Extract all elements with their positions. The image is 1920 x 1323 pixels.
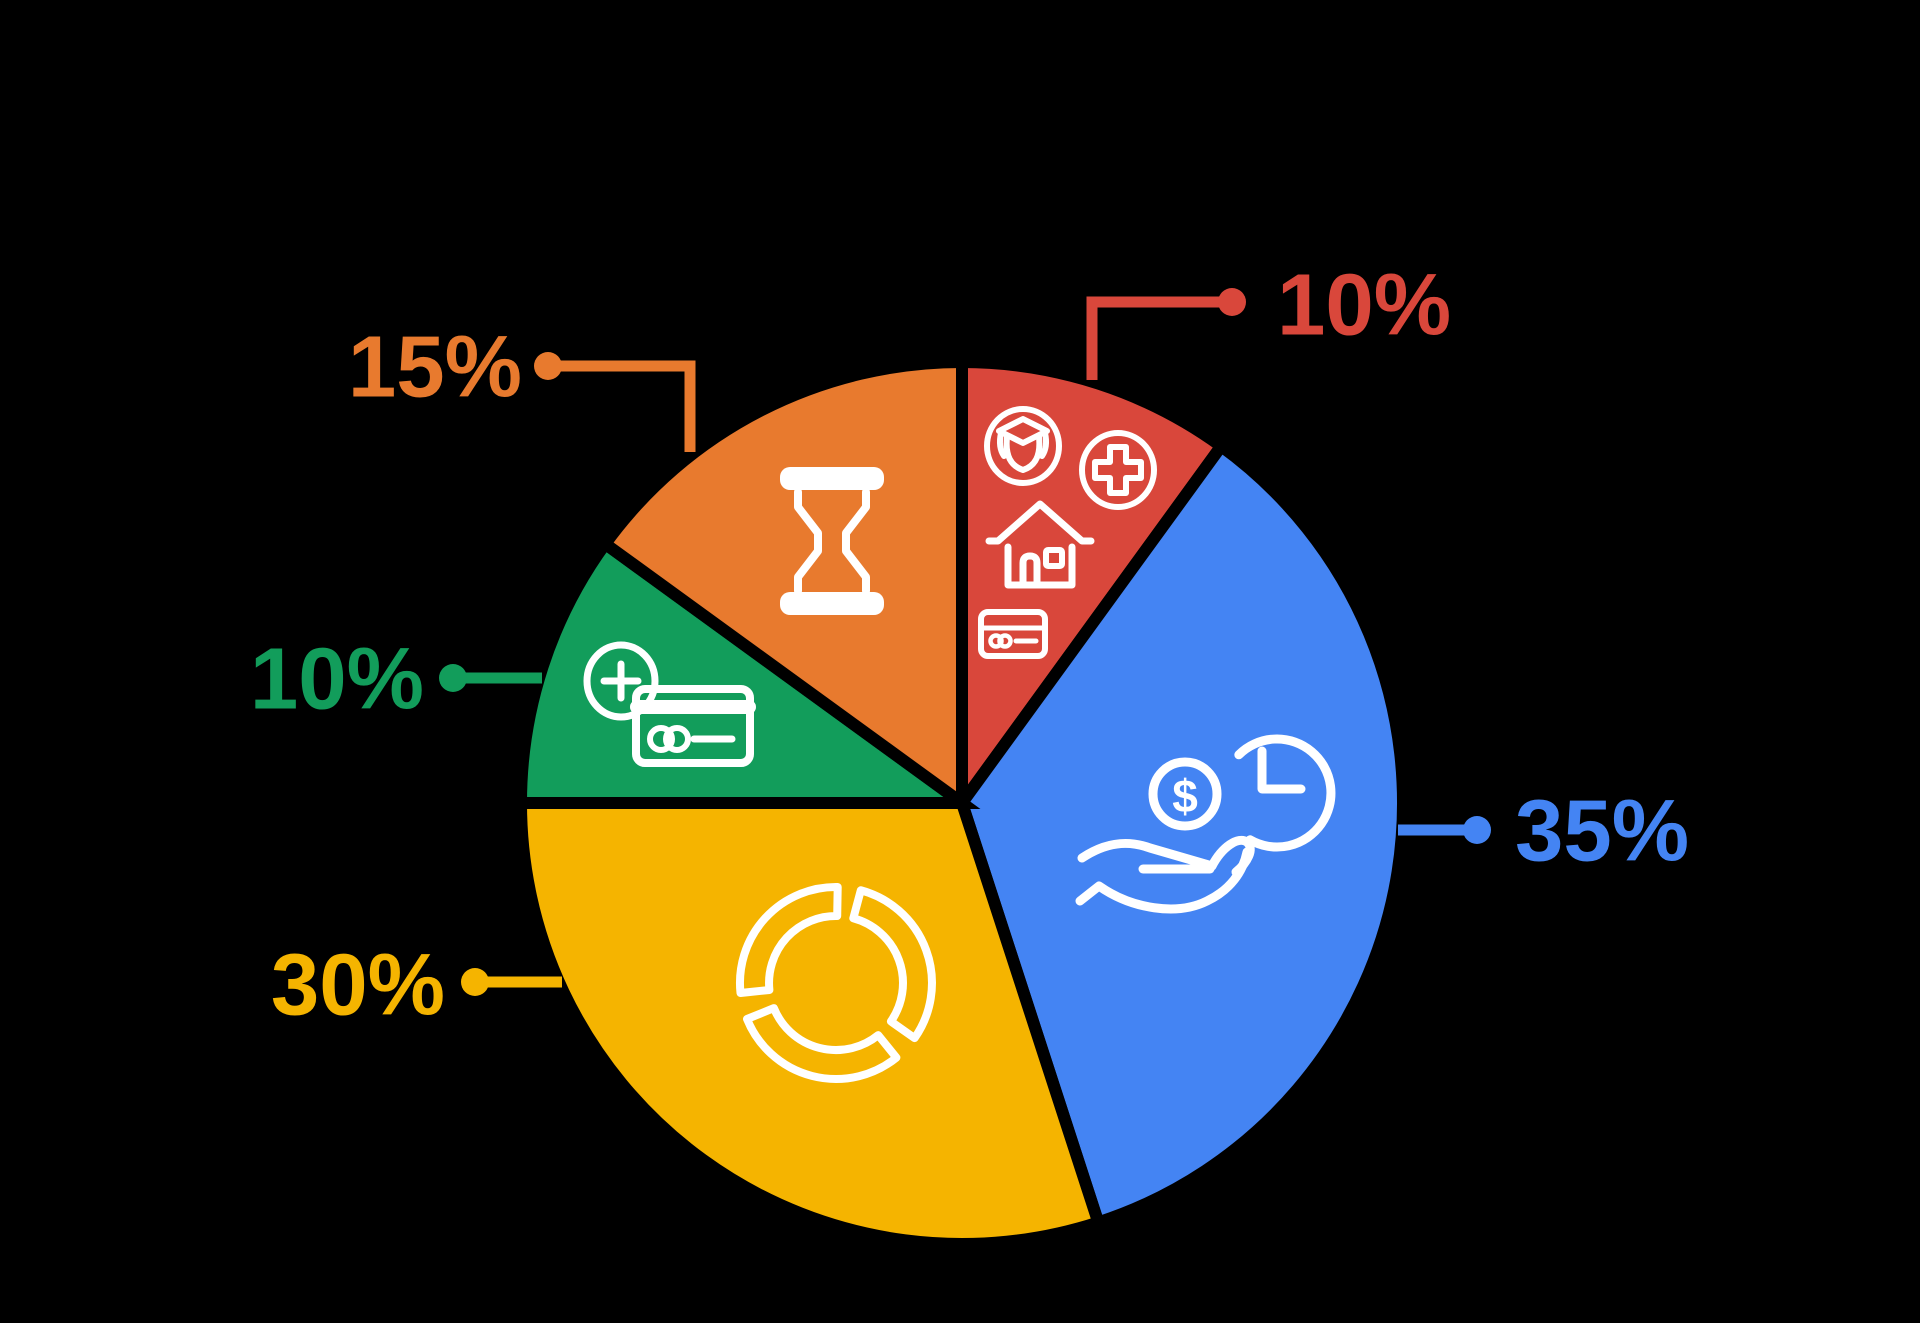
hourglass-top-bar: [780, 467, 884, 490]
red-slice-icons: [978, 406, 1157, 659]
leader-dot-blue: [1463, 816, 1491, 844]
callout-red: 10%: [1086, 257, 1451, 380]
pie-slice-yellow: [514, 797, 1106, 1250]
percent-label-blue: 35%: [1515, 783, 1689, 880]
plus-circle-icon: [583, 641, 659, 721]
leader-dot-orange: [534, 352, 562, 380]
percent-label-yellow: 30%: [271, 937, 445, 1034]
callout-orange: 15%: [348, 319, 696, 452]
hourglass-icon: [780, 467, 884, 615]
dollar-glyph: $: [1172, 770, 1198, 822]
callout-green: 10%: [250, 631, 542, 728]
clock-icon: [1234, 734, 1336, 852]
leader-dot-red: [1218, 288, 1246, 316]
callout-yellow: 30%: [271, 937, 562, 1034]
open-hand-icon: [1075, 836, 1255, 914]
leader-dot-yellow: [461, 968, 489, 996]
percent-label-orange: 15%: [348, 319, 522, 416]
percent-label-green: 10%: [250, 631, 424, 728]
pie-slice-green: [514, 535, 981, 809]
percent-label-red: 10%: [1277, 257, 1451, 354]
graduation-scholar-icon: [984, 406, 1062, 486]
blue-slice-icons: $: [1075, 734, 1336, 914]
house-icon: [985, 500, 1095, 589]
leader-line-orange: [548, 360, 696, 452]
hourglass-bottom-bar: [780, 592, 884, 615]
segmented-donut-icon: [735, 882, 936, 1083]
callout-blue: 35%: [1398, 783, 1689, 880]
green-slice-icons: [583, 641, 756, 767]
dollar-coin-icon: $: [1148, 757, 1222, 831]
pie-wedges: [514, 355, 1410, 1250]
leader-dot-green: [439, 664, 467, 692]
leader-line-red: [1086, 296, 1232, 380]
credit-card-icon: [978, 609, 1048, 659]
medical-cross-icon: [1079, 430, 1157, 510]
credit-card-icon: [630, 685, 756, 767]
pie-slice-blue: [955, 437, 1410, 1230]
